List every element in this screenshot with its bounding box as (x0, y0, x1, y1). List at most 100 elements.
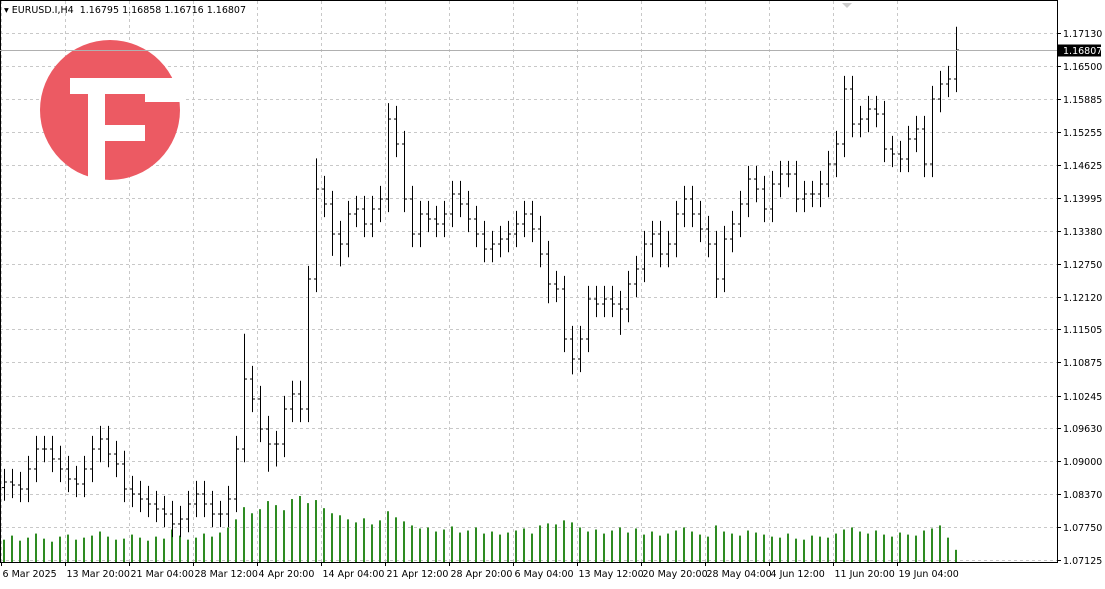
x-tick-label: 4 Jun 12:00 (771, 569, 825, 580)
volume-bar (755, 532, 757, 562)
volume-bar (219, 532, 221, 562)
volume-bar (779, 537, 781, 562)
ohlc-bar (338, 220, 343, 267)
y-tick-label: 1.08370 (1063, 490, 1102, 501)
x-tick-label: 4 Apr 20:00 (259, 569, 315, 580)
ohlc-bar (722, 225, 727, 293)
logo-cut (70, 78, 182, 94)
ohlc-bar (650, 220, 655, 258)
volume-bar (35, 533, 37, 562)
volume-bar (299, 496, 301, 562)
volume-bar (43, 538, 45, 562)
volume-bar (3, 539, 5, 562)
ohlc-bar (578, 325, 583, 373)
ohlc-bar (418, 200, 423, 248)
ohlc-bar (370, 195, 375, 238)
volume-bar (283, 510, 285, 562)
volume-bar (643, 534, 645, 562)
volume-bar (843, 529, 845, 562)
ohlc-bar (442, 200, 447, 238)
logo-circle (40, 40, 180, 180)
ohlc-bar (642, 230, 647, 283)
volume-bar (267, 501, 269, 562)
volume-bar (403, 521, 405, 562)
volume-bar (931, 528, 933, 562)
ohlc-bar (402, 130, 407, 213)
volume-bar (387, 511, 389, 562)
x-tick-label: 21 Apr 12:00 (387, 569, 449, 580)
volume-bar (243, 507, 245, 562)
ohlc-bar (618, 290, 623, 335)
ohlc-bar (906, 125, 911, 173)
ohlc-bar (586, 285, 591, 353)
ohlc-bar (122, 450, 127, 503)
ohlc-bar (658, 220, 663, 268)
symbol: EURUSD.I,H4 (11, 5, 74, 16)
volume-bar (499, 534, 501, 562)
ohlc-bar (810, 180, 815, 208)
volume-bar (851, 527, 853, 562)
ohlc-bar (554, 270, 559, 303)
volume-bar (275, 505, 277, 562)
volume-bar (619, 527, 621, 562)
volume-bar (235, 519, 237, 562)
volume-bar (483, 533, 485, 562)
x-tick-label: 13 May 12:00 (579, 569, 644, 580)
volume-bar (547, 523, 549, 562)
ohlc-bar (866, 95, 871, 133)
x-tick-label: 19 Jun 04:00 (899, 569, 959, 580)
y-tick-label: 1.09000 (1063, 457, 1102, 468)
ohlc-bar (490, 230, 495, 263)
ohlc-bar (274, 430, 279, 467)
volume-bar (67, 534, 69, 562)
ohlc-bar (282, 395, 287, 458)
x-tick-label: 20 May 20:00 (643, 569, 708, 580)
ohlc-bar (218, 500, 223, 528)
ohlc-bar (738, 190, 743, 238)
volume-bar (323, 508, 325, 562)
volume-bar (731, 533, 733, 562)
volume-bar (571, 522, 573, 562)
header-open: 1.16795 (79, 5, 120, 16)
volume-bar (179, 535, 181, 562)
volume-bar (819, 536, 821, 562)
ohlc-bar (170, 500, 175, 538)
y-tick-label: 1.14625 (1063, 161, 1102, 172)
ohlc-bar (898, 140, 903, 173)
ohlc-bar (770, 170, 775, 223)
volume-bar (555, 524, 557, 562)
ohlc-bar (930, 85, 935, 178)
volume-bar (723, 531, 725, 562)
ohlc-bar (226, 485, 231, 528)
ohlc-bar (882, 100, 887, 163)
ohlc-bar (130, 475, 135, 508)
volume-bar (939, 525, 941, 562)
ohlc-bar (322, 175, 327, 218)
ohlc-bar (530, 200, 535, 243)
volume-bar (147, 540, 149, 562)
volume-bar (427, 527, 429, 562)
y-tick-label: 1.12750 (1063, 260, 1102, 271)
ohlc-bar (74, 465, 79, 498)
volume-bar (163, 538, 165, 562)
x-tick-label: 28 Mar 12:00 (195, 569, 258, 580)
x-tick-label: 28 May 04:00 (707, 569, 772, 580)
volume-bar (811, 535, 813, 562)
logo-cut (88, 94, 105, 184)
volume-bar (211, 536, 213, 562)
x-tick-label: 13 Mar 20:00 (67, 569, 130, 580)
ohlc-bar (450, 180, 455, 228)
ohlc-bar (98, 425, 103, 463)
ohlc-bar (258, 385, 263, 443)
volume-bar (659, 535, 661, 562)
ohlc-bar (474, 205, 479, 248)
volume-bar (123, 538, 125, 562)
ohlc-bar (114, 440, 119, 478)
volume-bar (523, 528, 525, 562)
ohlc-bar (290, 380, 295, 423)
ohlc-bar (234, 435, 239, 513)
menu-arrow: ▾ (4, 5, 12, 16)
volume-bar (259, 509, 261, 562)
volume-bar (363, 518, 365, 562)
volume-bar (419, 528, 421, 562)
